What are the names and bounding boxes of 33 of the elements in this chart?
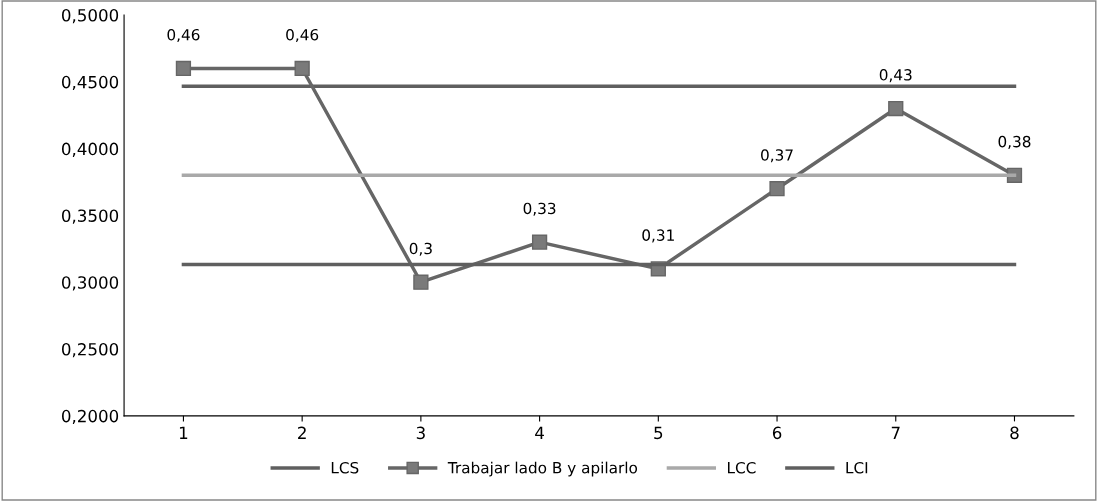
y-tick-label: 0,2000: [61, 409, 119, 425]
y-tick-label: 0,4500: [61, 75, 119, 91]
y-tick-label: 0,3500: [61, 209, 119, 224]
y-tick-label: 0,3000: [61, 276, 119, 291]
point: [888, 100, 904, 117]
data-label: 0,46: [167, 28, 200, 43]
x-tick-label: 4: [535, 426, 544, 439]
x-tick-label: 5: [654, 426, 663, 440]
data-label: 0,43: [879, 69, 912, 83]
data-label: 0,33: [523, 202, 556, 216]
x-tick-label: 7: [891, 426, 900, 439]
y-tick-label: 0,2500: [61, 342, 119, 358]
point: [769, 181, 785, 197]
legend-label: Trabajar lado B y apilarlo: [447, 461, 638, 477]
data-label: 0,37: [761, 149, 793, 163]
x-tick-label: 2: [298, 426, 306, 439]
legend-label: LCS: [331, 461, 359, 474]
y-tick-label: 0,5000: [61, 8, 119, 24]
x-tick-label: 3: [416, 426, 425, 440]
x-tick-label: 1: [179, 426, 188, 439]
data-label: 0,31: [642, 229, 674, 243]
data-label: 0,46: [286, 28, 319, 43]
x-tick-label: 6: [772, 426, 782, 440]
legend-label: LCI: [846, 461, 868, 474]
data-label: 0,3: [409, 242, 432, 256]
point: [294, 60, 310, 77]
point: [413, 274, 429, 290]
legend-label: LCC: [728, 461, 756, 474]
data-label: 0,38: [998, 135, 1031, 149]
point: [531, 234, 548, 250]
point: [175, 60, 192, 77]
x-tick-label: 8: [1010, 426, 1019, 440]
y-tick-label: 0,4000: [61, 142, 119, 157]
